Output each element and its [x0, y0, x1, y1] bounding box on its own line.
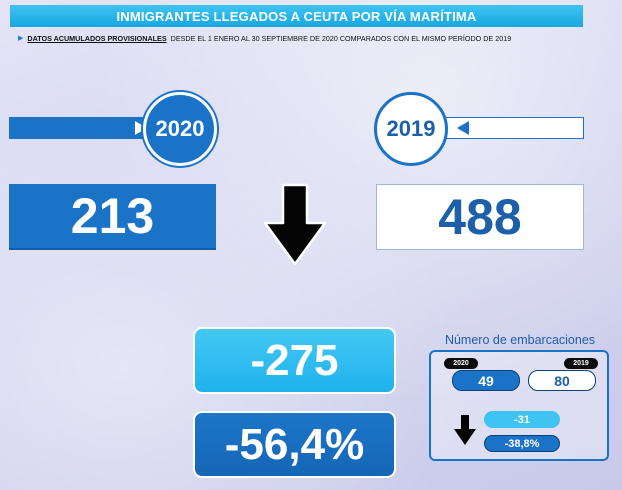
boats-2019-number: 80: [554, 372, 570, 389]
year-2019-banner: [444, 117, 584, 139]
boats-year-2020-tag: 2020: [444, 358, 478, 369]
left-arrow-icon: [457, 121, 469, 135]
page-title: INMIGRANTES LLEGADOS A CEUTA POR VÍA MAR…: [10, 5, 583, 27]
difference-percent-value: -56,4%: [224, 419, 365, 469]
boats-difference-percent: -38,8%: [484, 435, 560, 452]
subtitle: ▶ DATOS ACUMULADOS PROVISIONALES DESDE E…: [18, 31, 608, 45]
bullet-triangle-icon: ▶: [18, 35, 24, 42]
boats-difference-absolute-value: -31: [514, 413, 530, 426]
down-arrow-icon: [263, 183, 327, 266]
difference-absolute-value: -275: [250, 335, 339, 385]
total-2020-box: 213: [9, 184, 216, 250]
boats-difference-absolute: -31: [484, 411, 560, 428]
boats-down-arrow-icon: [454, 415, 476, 445]
total-2019-value: 488: [438, 189, 522, 245]
year-2020-badge: 2020: [143, 92, 217, 166]
boats-2020-value: 49: [452, 370, 520, 391]
boats-year-2019-label: 2019: [573, 360, 589, 367]
total-2020-value: 213: [70, 188, 155, 244]
subtitle-text: DESDE EL 1 ENERO AL 30 SEPTIEMBRE DE 202…: [170, 33, 512, 43]
boats-year-2020-label: 2020: [453, 360, 469, 367]
difference-absolute-box: -275: [193, 327, 396, 394]
total-2019-box: 488: [376, 184, 584, 250]
subtitle-highlight: DATOS ACUMULADOS PROVISIONALES: [27, 33, 167, 43]
year-2019-badge: 2019: [374, 92, 448, 166]
boats-difference-percent-value: -38,8%: [504, 437, 540, 450]
year-2020-label: 2020: [155, 116, 205, 141]
difference-percent-box: -56,4%: [193, 411, 396, 478]
boats-title: Número de embarcaciones: [444, 333, 596, 347]
year-2019-label: 2019: [386, 116, 436, 141]
boats-2019-value: 80: [528, 370, 596, 391]
page-title-text: INMIGRANTES LLEGADOS A CEUTA POR VÍA MAR…: [116, 8, 477, 24]
boats-year-2019-tag: 2019: [564, 358, 598, 369]
boats-2020-number: 49: [478, 372, 494, 389]
